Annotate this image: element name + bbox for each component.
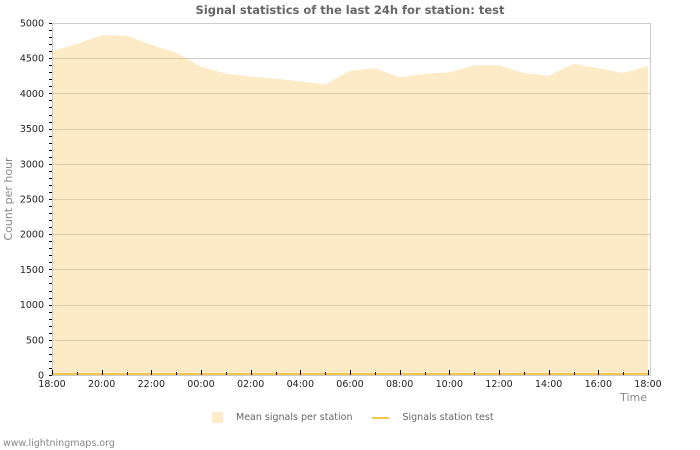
y-tick-label: 500 bbox=[26, 335, 44, 346]
chart-title: Signal statistics of the last 24h for st… bbox=[195, 3, 505, 17]
x-tick-label: 08:00 bbox=[386, 379, 413, 390]
x-axis: 18:00 20:00 22:00 00:00 02:00 04:00 06:00 08:00… bbox=[38, 370, 662, 390]
y-tick-label: 4000 bbox=[20, 89, 44, 100]
x-tick-label: 00:00 bbox=[187, 379, 214, 390]
x-tick-label: 22:00 bbox=[138, 379, 165, 390]
y-tick-label: 2500 bbox=[20, 195, 44, 206]
x-tick-label: 14:00 bbox=[535, 379, 562, 390]
y-tick-label: 4500 bbox=[20, 54, 44, 65]
x-tick-label: 10:00 bbox=[436, 379, 463, 390]
y-axis-title: Count per hour bbox=[2, 157, 15, 241]
x-tick-label: 06:00 bbox=[336, 379, 363, 390]
legend-swatch-line bbox=[372, 416, 390, 419]
y-tick-label: 1000 bbox=[20, 300, 44, 311]
legend-item-station: Signals station test bbox=[372, 412, 494, 423]
x-tick-label: 18:00 bbox=[38, 379, 65, 390]
x-tick-label: 04:00 bbox=[287, 379, 314, 390]
x-tick-label: 12:00 bbox=[485, 379, 512, 390]
legend-item-mean: Mean signals per station bbox=[212, 412, 352, 423]
plot-frame bbox=[52, 23, 651, 376]
y-tick-label: 3500 bbox=[20, 124, 44, 135]
y-tick-label: 3000 bbox=[20, 159, 44, 170]
mean-signals-area bbox=[52, 35, 648, 375]
y-tick-label: 5000 bbox=[20, 19, 44, 30]
x-axis-title: Time bbox=[619, 391, 647, 404]
x-tick-label: 02:00 bbox=[237, 379, 264, 390]
y-tick-label: 0 bbox=[38, 371, 44, 382]
x-tick-label: 16:00 bbox=[585, 379, 612, 390]
footer-credit: www.lightningmaps.org bbox=[3, 438, 115, 449]
legend-label-mean: Mean signals per station bbox=[236, 412, 353, 423]
legend-label-station: Signals station test bbox=[402, 412, 494, 423]
y-tick-label: 2000 bbox=[20, 230, 44, 241]
y-axis: 0 500 1000 1500 2000 2500 3000 3500 4000 4500 5000 bbox=[20, 19, 52, 382]
x-tick-label: 18:00 bbox=[634, 379, 661, 390]
y-tick-label: 1500 bbox=[20, 265, 44, 276]
x-tick-label: 20:00 bbox=[88, 379, 115, 390]
legend: Mean signals per station Signals station… bbox=[212, 412, 514, 423]
legend-swatch-area bbox=[212, 412, 223, 423]
